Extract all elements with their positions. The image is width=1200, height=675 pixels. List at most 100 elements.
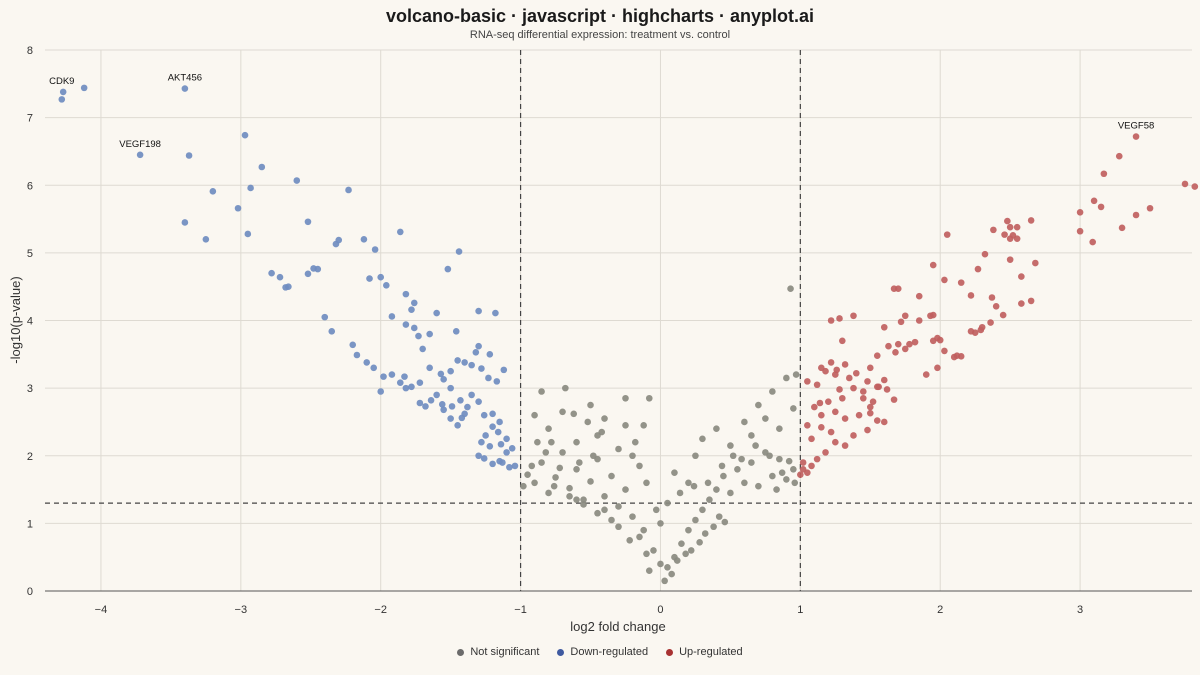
- point-not-significant: [615, 503, 622, 510]
- point-down-regulated: [276, 273, 284, 281]
- point-up-regulated: [929, 261, 937, 269]
- x-tick-label: −1: [514, 604, 527, 616]
- y-tick-label: 3: [27, 383, 33, 395]
- point-not-significant: [566, 484, 573, 492]
- point-not-significant: [550, 482, 558, 490]
- point-up-regulated: [816, 399, 824, 407]
- point-not-significant: [626, 536, 633, 544]
- point-up-regulated: [915, 292, 923, 300]
- point-not-significant: [741, 418, 748, 426]
- point-down-regulated: [247, 184, 254, 192]
- point-up-regulated: [799, 459, 807, 466]
- point-not-significant: [773, 486, 780, 493]
- point-not-significant: [559, 449, 566, 456]
- point-up-regulated: [1089, 238, 1096, 246]
- y-tick-label: 6: [27, 180, 33, 192]
- legend-marker-icon: [457, 648, 465, 656]
- legend-item-up-regulated[interactable]: Up-regulated: [666, 646, 743, 658]
- point-down-regulated: [363, 359, 371, 366]
- x-tick-label: −4: [95, 604, 108, 616]
- legend-label: Not significant: [470, 646, 540, 658]
- point-not-significant: [790, 465, 797, 473]
- point-not-significant: [776, 425, 783, 433]
- point-not-significant: [755, 482, 762, 490]
- x-tick-label: −3: [235, 604, 248, 616]
- point-up-regulated: [827, 317, 835, 324]
- point-up-regulated: [1013, 223, 1021, 231]
- point-down-regulated: [396, 228, 404, 236]
- point-up-regulated: [894, 340, 902, 348]
- point-not-significant: [673, 557, 681, 564]
- point-up-regulated: [992, 302, 1000, 310]
- point-up-regulated: [1097, 203, 1105, 211]
- point-down-regulated: [478, 365, 485, 372]
- point-not-significant: [615, 445, 622, 453]
- point-down-regulated: [482, 432, 489, 439]
- point-up-regulated: [941, 276, 948, 284]
- point-down-regulated: [304, 218, 312, 226]
- point-not-significant: [706, 496, 713, 504]
- point-up-regulated: [1027, 297, 1035, 305]
- point-up-regulated: [850, 312, 857, 320]
- point-down-regulated: [475, 398, 482, 405]
- point-down-regulated: [408, 383, 415, 391]
- point-up-regulated: [832, 371, 839, 378]
- point-not-significant: [710, 523, 717, 531]
- point-down-regulated: [447, 384, 454, 392]
- point-down-regulated: [503, 449, 510, 456]
- point-up-regulated: [866, 364, 874, 372]
- point-not-significant: [545, 489, 552, 497]
- point-down-regulated: [321, 313, 329, 321]
- point-down-regulated: [448, 403, 456, 410]
- legend-item-down-regulated[interactable]: Down-regulated: [557, 646, 648, 658]
- point-down-regulated: [345, 186, 352, 194]
- legend-item-not-significant[interactable]: Not significant: [457, 646, 539, 658]
- point-down-regulated: [426, 364, 433, 372]
- point-down-regulated: [489, 460, 496, 468]
- point-not-significant: [608, 472, 615, 480]
- point-not-significant: [534, 438, 541, 446]
- x-tick-label: 1: [797, 604, 803, 616]
- point-not-significant: [601, 415, 608, 422]
- point-up-regulated: [883, 386, 891, 393]
- point-up-regulated: [880, 418, 888, 426]
- point-not-significant: [650, 547, 657, 554]
- point-down-regulated: [410, 299, 418, 307]
- point-down-regulated: [426, 330, 433, 338]
- chart-subtitle: RNA-seq differential expression: treatme…: [469, 29, 731, 41]
- point-up-regulated: [1006, 235, 1014, 242]
- point-not-significant: [545, 425, 552, 433]
- point-not-significant: [713, 486, 720, 493]
- point-not-significant: [783, 374, 790, 382]
- point-up-regulated: [1018, 273, 1025, 280]
- point-up-regulated: [866, 403, 874, 411]
- point-up-regulated: [859, 388, 867, 395]
- point-not-significant: [776, 455, 783, 463]
- point-not-significant: [699, 506, 706, 514]
- point-up-regulated: [804, 469, 811, 476]
- point-down-regulated: [416, 379, 424, 387]
- point-up-regulated: [1181, 180, 1189, 188]
- point-not-significant: [661, 577, 668, 585]
- point-up-regulated: [885, 342, 892, 350]
- point-up-regulated: [1132, 133, 1140, 140]
- point-not-significant: [542, 449, 550, 456]
- point-up-regulated: [987, 319, 994, 326]
- legend-marker-icon: [557, 648, 565, 656]
- point-not-significant: [559, 408, 566, 416]
- point-down-regulated: [503, 435, 510, 443]
- point-down-regulated: [493, 378, 501, 385]
- point-up-regulated: [855, 411, 863, 419]
- point-not-significant: [676, 489, 684, 497]
- point-up-regulated: [827, 359, 835, 366]
- point-up-regulated: [892, 348, 899, 356]
- legend: Not significant Down-regulated Up-regula…: [0, 646, 1200, 658]
- point-down-regulated: [455, 248, 463, 255]
- point-up-regulated: [977, 326, 985, 334]
- point-down-regulated: [416, 399, 424, 407]
- point-up-regulated: [957, 279, 965, 286]
- point-up-regulated: [988, 294, 996, 301]
- point-up-regulated: [859, 394, 867, 402]
- point-up-regulated: [836, 315, 843, 322]
- point-not-significant: [556, 464, 564, 472]
